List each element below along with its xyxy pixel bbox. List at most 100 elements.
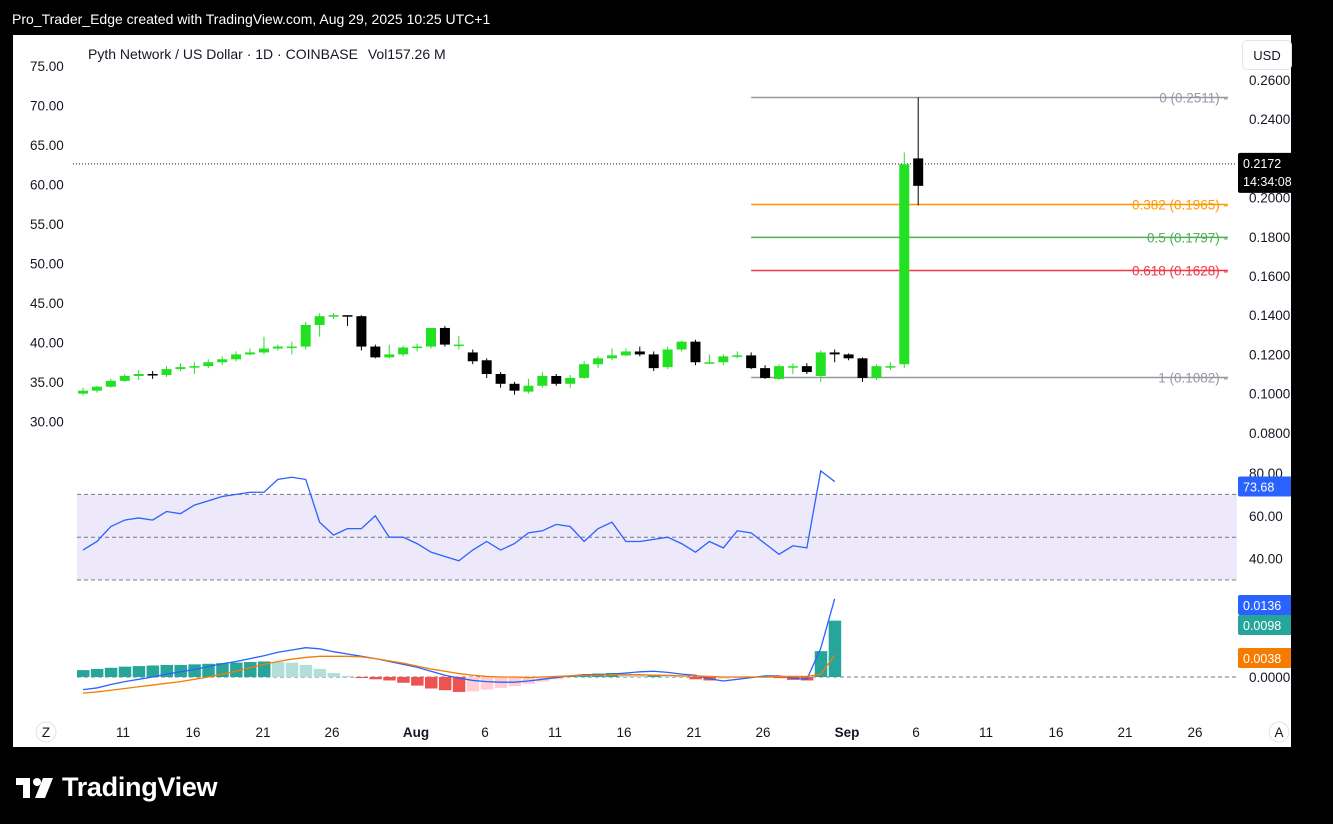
fib-level-label: 0.618 (0.1628) - (1132, 264, 1228, 279)
candle-body (203, 362, 214, 367)
price-chart[interactable]: 0 (0.2511) - 0.382 (0.1965) - 0.5 (0.1797)… (13, 35, 1291, 747)
tradingview-wordmark: TradingView (62, 772, 218, 802)
x-axis-label: 21 (1117, 725, 1132, 740)
left-axis-tick: 70.00 (30, 99, 64, 114)
left-axis-tick: 30.00 (30, 415, 64, 430)
x-axis-label: 16 (616, 725, 631, 740)
candle-body (620, 351, 631, 356)
x-axis-label: Sep (835, 725, 860, 740)
rsi-tick: 40.00 (1249, 552, 1283, 567)
tradingview-brand[interactable]: TradingView (16, 772, 218, 803)
candle-body (161, 369, 172, 375)
macd-histogram-bar (425, 677, 438, 689)
candle-body (412, 346, 423, 349)
x-axis-label: 16 (185, 725, 200, 740)
candle-body (328, 315, 339, 317)
macd-histogram-bar (271, 662, 285, 677)
candle-body (523, 385, 534, 392)
symbol-title: Pyth Network / US Dollar · 1D · COINBASE (88, 46, 358, 62)
candle-body (899, 164, 910, 365)
rsi-value-label-bg (1238, 476, 1291, 497)
macd-histogram-bar (828, 620, 842, 677)
candle-body (258, 348, 269, 353)
candle-body (509, 383, 520, 391)
macd-line (82, 598, 836, 691)
fib-level-label: 0 (0.2511) - (1159, 90, 1228, 105)
candle-body (272, 346, 283, 349)
currency-button[interactable]: USD (1242, 40, 1292, 70)
x-axis-label: 21 (255, 725, 270, 740)
tradingview-logo-icon (16, 777, 53, 798)
candle-body (342, 315, 353, 317)
candle-body (760, 368, 771, 378)
macd-histogram-label-bg (1238, 615, 1291, 635)
candle-body (119, 375, 130, 381)
candle-body (426, 327, 436, 347)
chart-panel[interactable]: 0 (0.2511) - 0.382 (0.1965) - 0.5 (0.1797)… (13, 35, 1292, 747)
candle-body (370, 346, 381, 358)
left-axis-tick: 35.00 (30, 375, 64, 390)
price-tick: 0.1400 (1249, 308, 1290, 323)
left-axis-tick: 55.00 (30, 217, 64, 232)
macd-histogram-bar (438, 677, 452, 691)
candle-body (787, 366, 798, 368)
fib-level-label: 1 (0.1082) - (1158, 371, 1228, 386)
zoom-reset-button (35, 721, 57, 743)
candle-body (913, 158, 924, 186)
last-price-label: 0.2172 (1243, 157, 1281, 171)
candle-body (453, 344, 464, 347)
candle-body (91, 386, 102, 391)
macd-histogram-bar (327, 672, 341, 677)
price-tick: 0.1200 (1249, 347, 1290, 362)
rsi-tick: 60.00 (1249, 509, 1283, 524)
x-axis-label: Aug (403, 725, 429, 740)
zoom-reset-label: Z (42, 725, 50, 740)
x-axis-label: 21 (686, 725, 701, 740)
candle-body (815, 352, 826, 376)
candle-body (439, 327, 450, 345)
macd-histogram-bar (285, 662, 299, 677)
macd-histogram-bar (689, 677, 702, 680)
candle-body (245, 352, 256, 355)
last-price-label-countdown: 14:34:08 (1243, 175, 1291, 189)
price-tick: 0.1800 (1249, 230, 1290, 245)
auto-scale-button (1268, 721, 1290, 743)
price-tick: 0.0800 (1249, 426, 1290, 441)
rsi-value-label: 73.68 (1243, 481, 1274, 495)
candle-body (774, 366, 784, 379)
candle-body (286, 346, 297, 349)
candle-body (704, 362, 715, 364)
candle-body (147, 374, 158, 376)
price-tick: 0.2000 (1249, 191, 1290, 206)
candle-body (551, 375, 562, 384)
candle-body (467, 352, 478, 362)
candle-body (829, 352, 840, 355)
x-axis-label: 11 (979, 725, 993, 740)
candle-body (843, 354, 854, 359)
macd-histogram-bar (146, 665, 160, 677)
candle-body (384, 354, 395, 358)
fib-level-label: 0.382 (0.1965) - (1132, 197, 1228, 212)
candle-body (662, 349, 673, 368)
macd-histogram-bar (188, 664, 201, 677)
candle-body (718, 356, 729, 363)
candle-body (175, 367, 186, 370)
candle-body (189, 366, 200, 368)
macd-histogram-label: 0.0098 (1243, 619, 1281, 633)
left-axis-tick: 75.00 (30, 59, 64, 74)
macd-histogram-bar (773, 677, 786, 679)
macd-histogram-bar (480, 677, 494, 690)
macd-signal-label: 0.0038 (1243, 652, 1281, 666)
macd-histogram-bar (341, 675, 354, 677)
macd-histogram-bar (411, 677, 424, 686)
candle-body (801, 366, 812, 373)
candle-body (133, 374, 144, 376)
macd-histogram-bar (633, 674, 647, 677)
candle-body (217, 359, 228, 363)
candle-body (495, 374, 506, 384)
macd-histogram-bar (244, 662, 257, 677)
macd-histogram-bar (661, 675, 675, 677)
macd-histogram-bar (90, 668, 104, 677)
macd-histogram-bar (118, 666, 132, 677)
x-axis-label: 26 (324, 725, 339, 740)
